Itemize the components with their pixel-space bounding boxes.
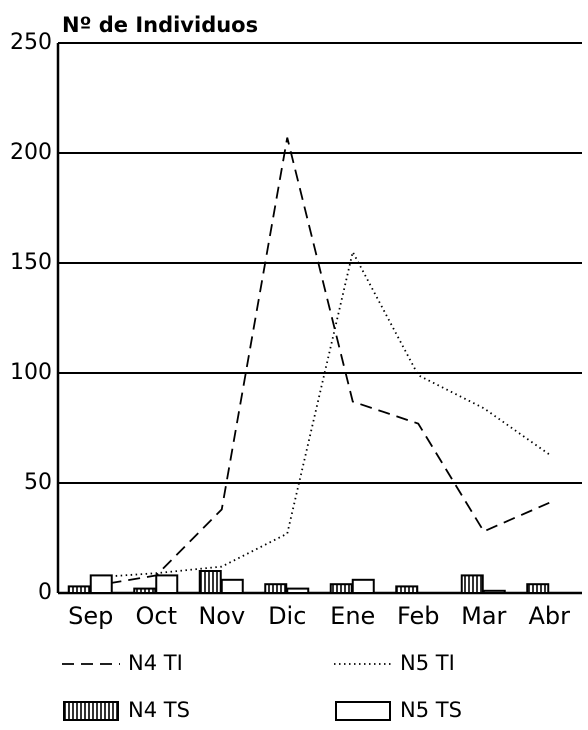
bar xyxy=(198,570,222,594)
x-tick-label: Feb xyxy=(397,602,440,630)
legend-label: N4 TI xyxy=(128,651,183,675)
y-tick-label: 50 xyxy=(24,470,52,495)
bar xyxy=(482,589,506,594)
legend-swatch xyxy=(335,701,391,721)
x-tick-label: Nov xyxy=(198,602,245,630)
y-tick-label: 200 xyxy=(10,140,52,165)
bar xyxy=(351,578,375,594)
legend-label: N4 TS xyxy=(128,698,190,722)
bar xyxy=(460,574,484,595)
legend-swatch xyxy=(63,701,119,721)
bar xyxy=(329,583,353,595)
line-series xyxy=(90,249,550,579)
bar xyxy=(89,574,113,595)
line-series xyxy=(90,137,550,588)
bar xyxy=(264,583,288,595)
x-tick-label: Abr xyxy=(528,602,570,630)
x-tick-label: Dic xyxy=(268,602,306,630)
x-tick-label: Sep xyxy=(68,602,113,630)
x-tick-label: Oct xyxy=(136,602,178,630)
x-tick-label: Ene xyxy=(330,602,375,630)
bar xyxy=(526,583,550,595)
y-tick-label: 250 xyxy=(10,30,52,55)
y-tick-label: 100 xyxy=(10,360,52,385)
bar xyxy=(286,587,310,594)
x-tick-label: Mar xyxy=(461,602,506,630)
bar xyxy=(220,578,244,594)
bar xyxy=(67,585,91,595)
legend-label: N5 TI xyxy=(400,651,455,675)
bar xyxy=(133,587,157,594)
bar xyxy=(155,574,179,595)
legend-label: N5 TS xyxy=(400,698,462,722)
chart-title: Nº de Individuos xyxy=(62,13,258,37)
y-tick-label: 0 xyxy=(38,580,52,605)
y-tick-label: 150 xyxy=(10,250,52,275)
bar xyxy=(395,585,419,595)
